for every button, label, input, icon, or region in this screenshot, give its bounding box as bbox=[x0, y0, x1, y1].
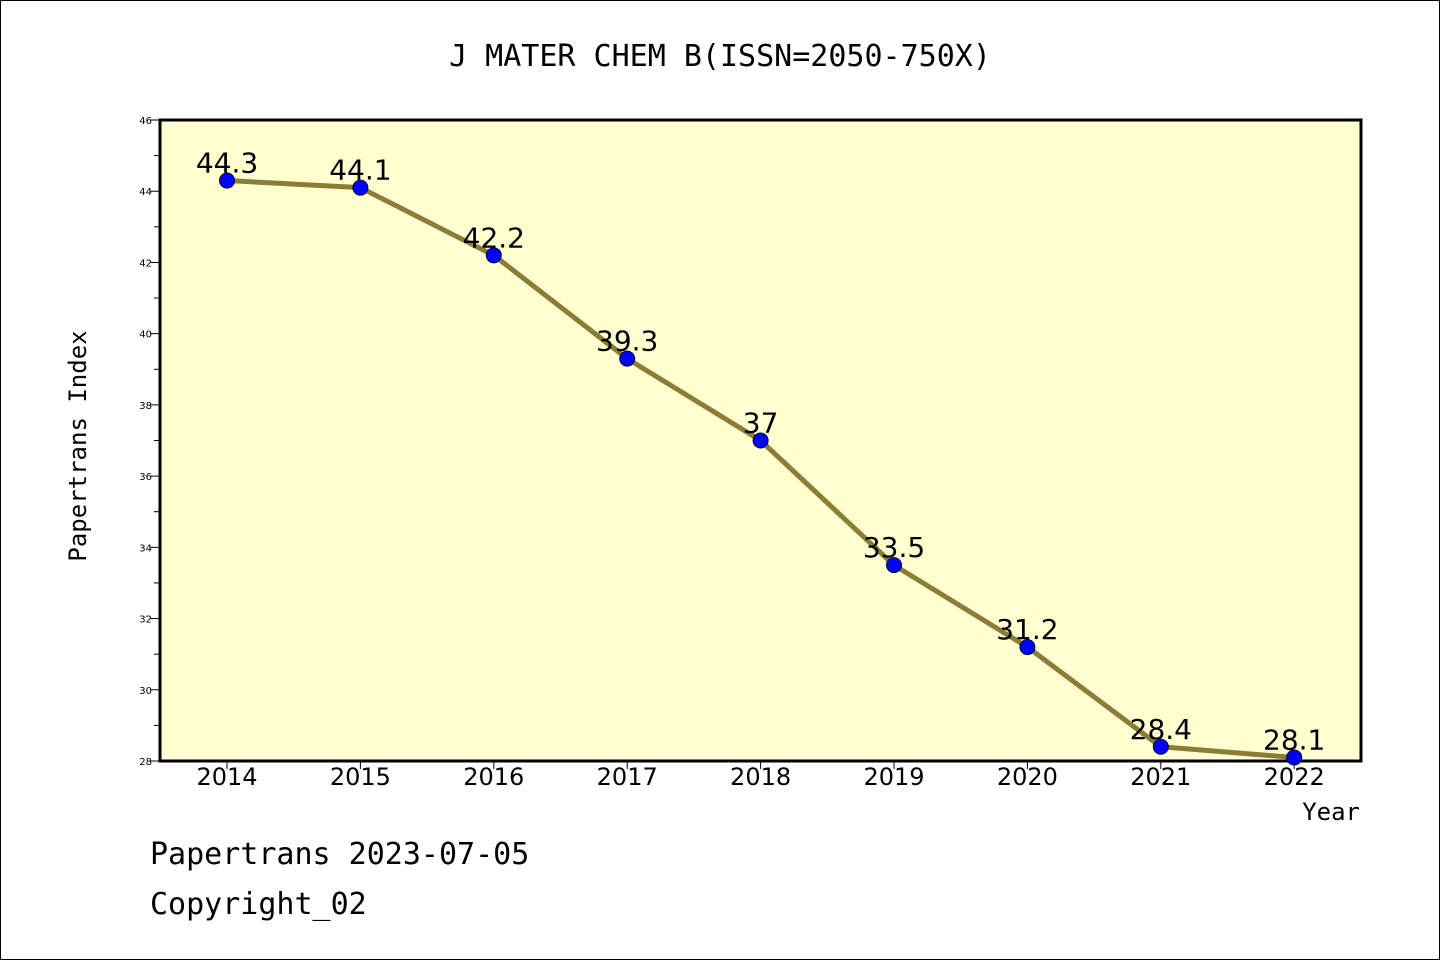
data-point bbox=[1019, 639, 1036, 656]
x-axis-label: Year bbox=[1302, 798, 1360, 826]
y-tick-label: 44 bbox=[139, 187, 152, 198]
y-tick-label: 36 bbox=[139, 472, 152, 483]
data-label: 44.1 bbox=[329, 154, 391, 187]
footer-date: Papertrans 2023-07-05 bbox=[150, 837, 529, 872]
data-point bbox=[1152, 738, 1169, 755]
x-tick-label: 2020 bbox=[997, 763, 1058, 791]
data-point bbox=[352, 179, 369, 196]
y-tick-label: 32 bbox=[139, 615, 152, 626]
data-label: 28.4 bbox=[1130, 713, 1192, 746]
x-axis: 2014 2015 2016 2017 2018 2019 2020 2021 2022 bbox=[196, 761, 1325, 791]
data-label: 31.2 bbox=[996, 613, 1058, 646]
y-tick-label: 40 bbox=[139, 330, 152, 341]
y-tick-label: 30 bbox=[139, 686, 152, 697]
y-tick-label: 46 bbox=[139, 116, 152, 127]
data-point bbox=[219, 172, 235, 189]
x-tick-label: 2016 bbox=[463, 763, 524, 791]
data-label: 42.2 bbox=[463, 221, 525, 254]
data-label: 28.1 bbox=[1263, 723, 1325, 756]
data-point bbox=[485, 247, 502, 264]
y-tick-label: 28 bbox=[139, 757, 152, 768]
x-tick-label: 2022 bbox=[1264, 763, 1325, 791]
y-axis: 28 30 32 34 36 38 40 42 44 46 bbox=[139, 116, 160, 768]
data-label: 39.3 bbox=[596, 325, 658, 358]
x-tick-label: 2019 bbox=[863, 763, 924, 791]
x-tick-label: 2017 bbox=[597, 763, 658, 791]
series-layer: 44.3 44.1 42.2 39.3 37 33.5 31.2 28.4 28.1 bbox=[196, 147, 1325, 766]
data-point bbox=[886, 557, 902, 574]
data-point bbox=[619, 350, 636, 367]
y-tick-label: 34 bbox=[139, 543, 152, 554]
y-tick-label: 38 bbox=[139, 401, 152, 412]
chart-title: J MATER CHEM B(ISSN=2050-750X) bbox=[449, 39, 991, 74]
x-tick-label: 2021 bbox=[1130, 763, 1191, 791]
data-label: 33.5 bbox=[863, 531, 925, 564]
footer-copyright: Copyright_02 bbox=[150, 887, 367, 922]
y-tick-label: 42 bbox=[139, 258, 152, 269]
data-point bbox=[1286, 749, 1303, 766]
x-tick-label: 2015 bbox=[330, 763, 391, 791]
data-point bbox=[752, 432, 769, 449]
x-tick-label: 2014 bbox=[196, 763, 257, 791]
data-label: 37 bbox=[743, 407, 779, 440]
data-label: 44.3 bbox=[196, 147, 258, 180]
x-tick-label: 2018 bbox=[730, 763, 791, 791]
y-axis-label: Papertrans Index bbox=[64, 330, 92, 561]
